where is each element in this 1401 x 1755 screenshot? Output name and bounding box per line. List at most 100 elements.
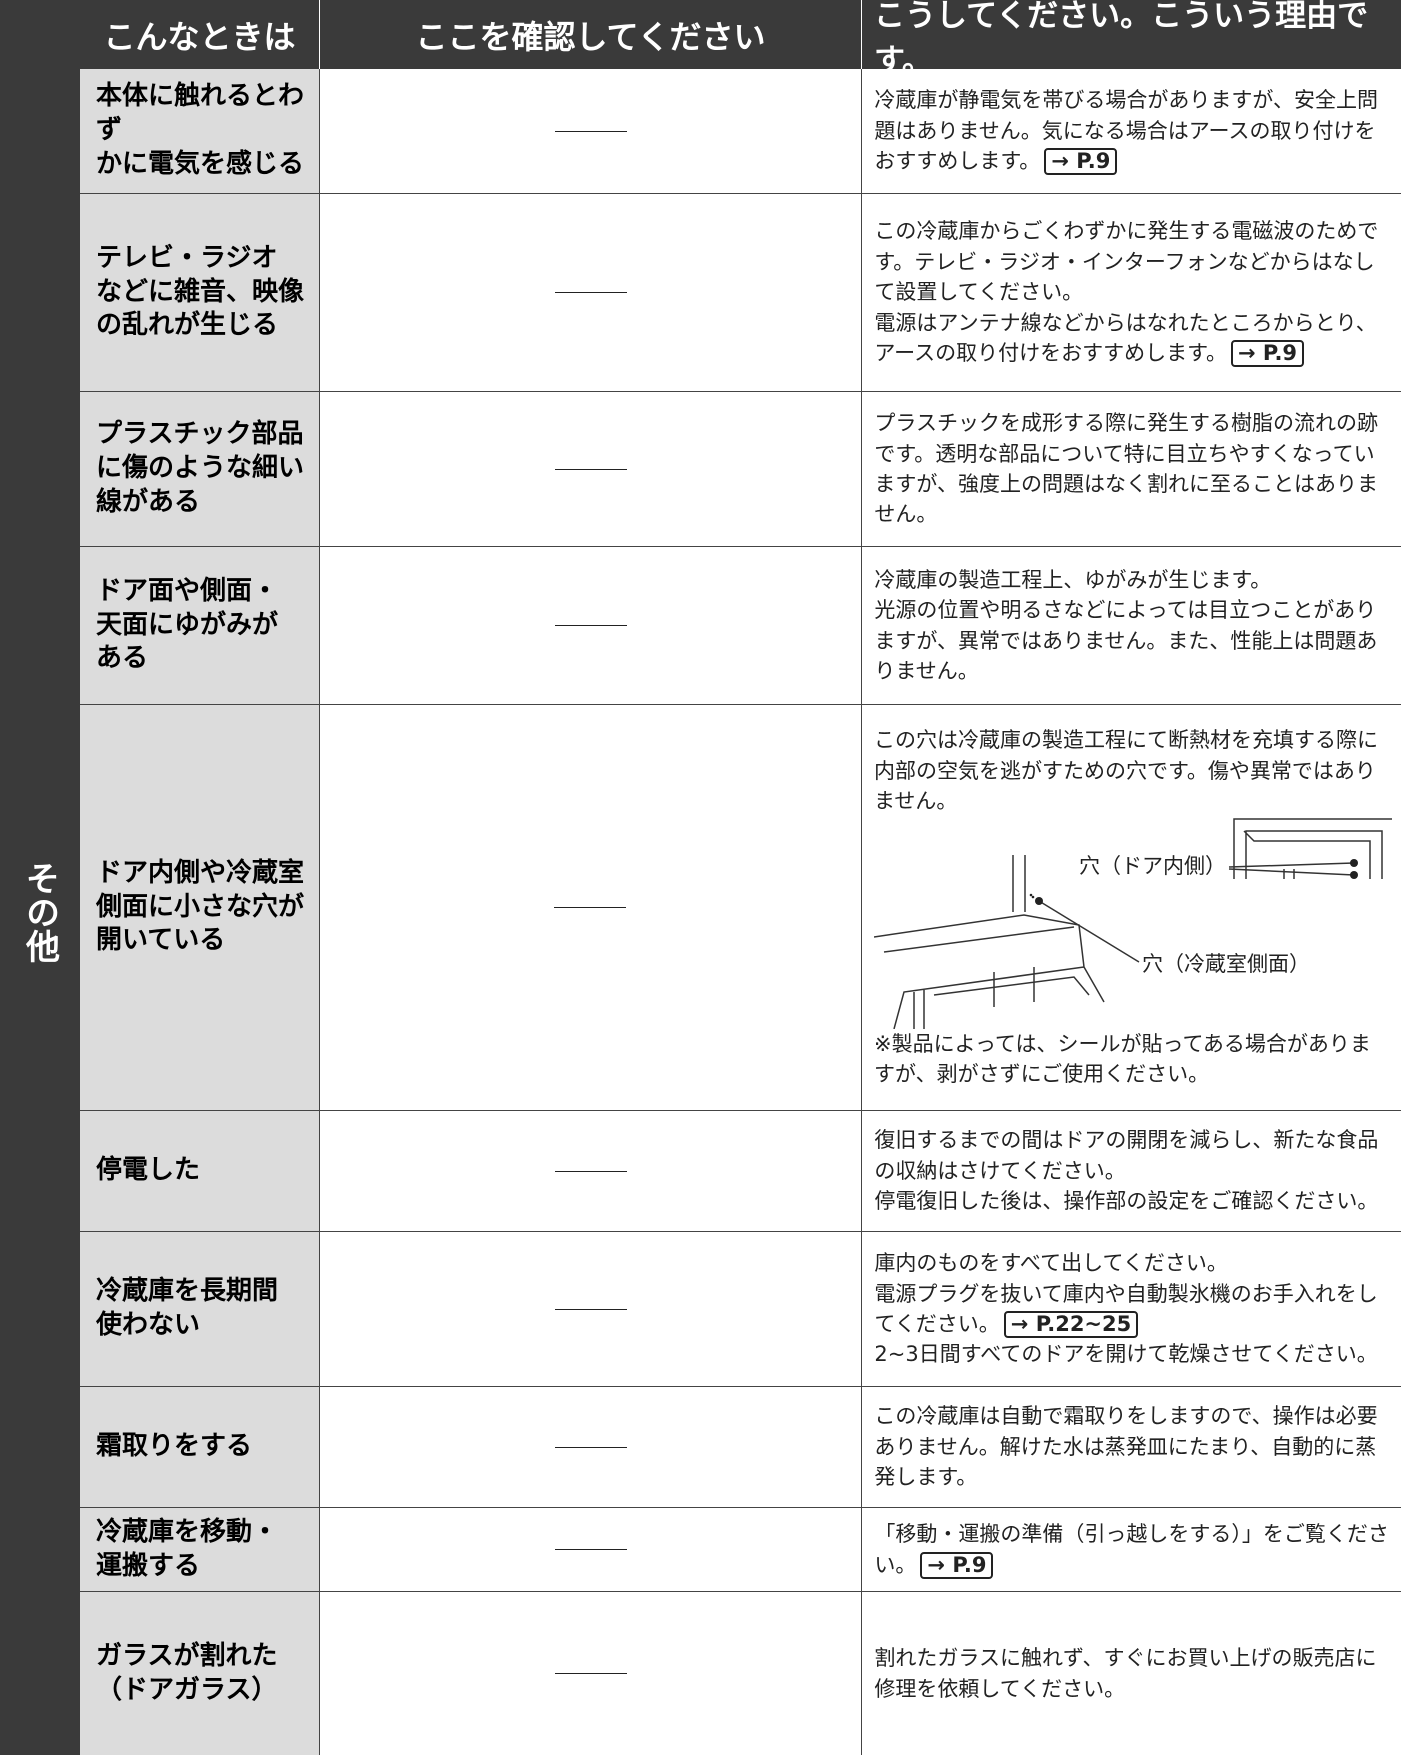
- symptom-line: 線がある: [96, 486, 201, 517]
- symptom-cell: 冷蔵庫を長期間 使わない: [80, 1232, 320, 1386]
- check-cell: [320, 392, 863, 546]
- table-row: 冷蔵庫を移動・ 運搬する 「移動・運搬の準備（引っ越しをする）」をご覧ください。 → …: [80, 1508, 1401, 1592]
- symptom-line: 開いている: [96, 925, 226, 956]
- check-cell: [320, 69, 863, 193]
- check-cell: [320, 705, 862, 1110]
- figure-shape: [1029, 858, 1358, 905]
- none-dash: [554, 292, 627, 293]
- figure-shape: [1012, 854, 1026, 912]
- figure-shape: [1233, 817, 1392, 879]
- reason-paragraph: 停電復旧した後は、操作部の設定をご確認ください。: [874, 1186, 1391, 1216]
- symptom-line: （ドアガラス）: [96, 1674, 278, 1705]
- reason-text: この穴は冷蔵庫の製造工程にて断熱材を充填する際に内部の空気を逃がすための穴です。…: [874, 728, 1378, 814]
- reason-text: この冷蔵庫からごくわずかに発生する電磁波のためです。テレビ・ラジオ・インターフォ…: [874, 219, 1379, 305]
- figure-shape: [1350, 870, 1358, 879]
- page-ref[interactable]: → P.9: [1231, 340, 1305, 368]
- section-label: その他: [0, 69, 80, 1755]
- symptom-line: 使わない: [96, 1310, 201, 1340]
- symptom-line: 冷蔵庫を長期間: [96, 1276, 279, 1307]
- symptom-line: 側面に小さな穴が: [96, 891, 305, 922]
- reason-paragraph: 電源プラグを抜いて庫内や自動製氷機のお手入れをしてください。 → P.22~25: [874, 1279, 1391, 1340]
- table-row: ガラスが割れた （ドアガラス） 割れたガラスに触れず、すぐにお買い上げの販売店に修理…: [80, 1592, 1401, 1755]
- symptom-line: かに電気を感じる: [96, 148, 305, 179]
- reason-cell: 庫内のものをすべて出してください。電源プラグを抜いて庫内や自動製氷機のお手入れを…: [862, 1232, 1401, 1386]
- symptom-cell: プラスチック部品 に傷のような細い 線がある: [80, 392, 320, 546]
- symptom-cell: ガラスが割れた （ドアガラス）: [80, 1592, 320, 1755]
- reason-text: 冷蔵庫の製造工程上、ゆがみが生じます。: [874, 567, 1272, 592]
- reason-cell: プラスチックを成形する際に発生する樹脂の流れの跡です。透明な部品について特に目立…: [862, 392, 1401, 546]
- symptom-line: などに雑音、映像: [96, 276, 305, 307]
- reason-paragraph: 「移動・運搬の準備（引っ越しをする）」をご覧ください。 → P.9: [874, 1519, 1391, 1580]
- reason-cell: 冷蔵庫の製造工程上、ゆがみが生じます。光源の位置や明るさなどによっては目立つこと…: [862, 547, 1401, 704]
- figure-shape: [874, 817, 1392, 1029]
- header-cell: こうしてください。こういう理由です。: [862, 0, 1401, 79]
- none-dash: [554, 468, 627, 470]
- symptom-line: 霜取りをする: [96, 1431, 253, 1462]
- symptom-line: 天面にゆがみが: [96, 609, 279, 640]
- none-dash: [554, 1308, 627, 1310]
- reason-text: 光源の位置や明るさなどによっては目立つことがありますが、異常ではありません。また…: [874, 598, 1378, 683]
- reason-text: 庫内のものをすべて出してください。: [874, 1251, 1228, 1276]
- reason-text: 電源プラグを抜いて庫内や自動製氷機のお手入れをしてください。: [874, 1281, 1378, 1336]
- reason-text: 「移動・運搬の準備（引っ越しをする）」をご覧ください。: [874, 1522, 1389, 1577]
- page-ref[interactable]: → P.9: [1044, 148, 1118, 176]
- symptom-cell: 停電した: [80, 1111, 320, 1231]
- illustration: 穴（ドア内側） 穴（冷蔵室側面）: [874, 817, 1392, 1029]
- check-cell: [320, 547, 863, 704]
- reason-paragraph: 冷蔵庫が静電気を帯びる場合がありますが、安全上問題はありません。気になる場合はア…: [874, 85, 1391, 176]
- table-row: ドア面や側面・ 天面にゆがみが ある 冷蔵庫の製造工程上、ゆがみが生じます。光源の位置…: [80, 547, 1401, 705]
- reason-cell: 割れたガラスに触れず、すぐにお買い上げの販売店に修理を依頼してください。: [862, 1592, 1401, 1755]
- header-cell: ここを確認してください: [320, 0, 862, 69]
- symptom-cell: 冷蔵庫を移動・ 運搬する: [80, 1508, 320, 1591]
- table-row: 停電した 復旧するまでの間はドアの開閉を減らし、新たな食品の収納はさけてください。…: [80, 1111, 1401, 1232]
- section-text: その他: [19, 861, 60, 963]
- figure-label: 穴（冷蔵室側面）: [1142, 952, 1310, 976]
- reason-paragraph: 復旧するまでの間はドアの開閉を減らし、新たな食品の収納はさけてください。: [874, 1125, 1391, 1186]
- reason-text: 電源はアンテナ線などからはなれたところからとり、アースの取り付けをおすすめします…: [874, 310, 1377, 366]
- reason-paragraph: この穴は冷蔵庫の製造工程にて断熱材を充填する際に内部の空気を逃がすための穴です。…: [874, 725, 1391, 816]
- reason-text: 復旧するまでの間はドアの開閉を減らし、新たな食品の収納はさけてください。: [874, 1128, 1379, 1183]
- symptom-line: の乱れが生じる: [96, 310, 279, 341]
- reason-cell: 復旧するまでの間はドアの開閉を減らし、新たな食品の収納はさけてください。停電復旧…: [862, 1111, 1401, 1231]
- reason-paragraph: 冷蔵庫の製造工程上、ゆがみが生じます。: [874, 565, 1391, 595]
- figure-shape: [1228, 867, 1355, 876]
- reason-text: プラスチックを成形する際に発生する樹脂の流れの跡です。透明な部品について特に目立…: [874, 411, 1378, 527]
- symptom-line: に傷のような細い: [96, 453, 305, 484]
- reason-paragraph: 割れたガラスに触れず、すぐにお買い上げの販売店に修理を依頼してください。: [874, 1643, 1391, 1704]
- reason-paragraph: 電源はアンテナ線などからはなれたところからとり、アースの取り付けをおすすめします…: [874, 308, 1391, 369]
- table-row: 本体に触れるとわず かに電気を感じる 冷蔵庫が静電気を帯びる場合がありますが、安全上…: [80, 69, 1401, 194]
- reason-paragraph: この冷蔵庫からごくわずかに発生する電磁波のためです。テレビ・ラジオ・インターフォ…: [874, 216, 1391, 307]
- reason-cell: この穴は冷蔵庫の製造工程にて断熱材を充填する際に内部の空気を逃がすための穴です。…: [862, 705, 1401, 1110]
- symptom-line: 冷蔵庫を移動・: [96, 1516, 279, 1547]
- reason-paragraph: 光源の位置や明るさなどによっては目立つことがありますが、異常ではありません。また…: [874, 595, 1391, 686]
- table-row: 冷蔵庫を長期間 使わない 庫内のものをすべて出してください。電源プラグを抜いて庫内や…: [80, 1232, 1401, 1387]
- reason-text: 割れたガラスに触れず、すぐにお買い上げの販売店に修理を依頼してください。: [874, 1646, 1377, 1701]
- symptom-cell: テレビ・ラジオ などに雑音、映像 の乱れが生じる: [80, 194, 320, 391]
- symptom-line: 本体に触れるとわず: [96, 81, 305, 146]
- reason-cell: 「移動・運搬の準備（引っ越しをする）」をご覧ください。 → P.9: [862, 1508, 1401, 1591]
- reason-text: 停電復旧した後は、操作部の設定をご確認ください。: [874, 1189, 1379, 1214]
- symptom-cell: 霜取りをする: [80, 1387, 320, 1507]
- figure-shape: [1035, 896, 1043, 905]
- header-corner: [0, 0, 80, 69]
- page-ref[interactable]: → P.22~25: [1003, 1311, 1139, 1339]
- reason-paragraph: この冷蔵庫は自動で霜取りをしますので、操作は必要ありません。解けた水は蒸発皿にた…: [874, 1401, 1391, 1492]
- check-cell: [320, 1111, 863, 1231]
- symptom-line: 停電した: [96, 1155, 201, 1186]
- figure-shape: [1350, 858, 1358, 867]
- page-ref[interactable]: → P.9: [920, 1551, 994, 1579]
- reason-paragraph: 庫内のものをすべて出してください。: [874, 1248, 1391, 1278]
- symptom-line: 運搬する: [96, 1550, 201, 1581]
- check-cell: [320, 1387, 863, 1507]
- note: ※製品によっては、シールが貼ってある場合がありますが、剥がさずにご使用ください。: [874, 1031, 1371, 1087]
- reason-paragraph: プラスチックを成形する際に発生する樹脂の流れの跡です。透明な部品について特に目立…: [874, 408, 1391, 530]
- figure-shape: [1029, 893, 1033, 897]
- symptom-line: ドア面や側面・: [96, 575, 279, 606]
- symptom-line: プラスチック部品: [96, 419, 304, 450]
- table-row: プラスチック部品 に傷のような細い 線がある プラスチックを成形する際に発生する樹脂の…: [80, 392, 1401, 547]
- table-row: ドア内側や冷蔵室 側面に小さな穴が 開いている この穴は冷蔵庫の製造工程にて断熱材を充…: [80, 705, 1401, 1111]
- check-cell: [320, 1508, 863, 1591]
- symptom-cell: ドア内側や冷蔵室 側面に小さな穴が 開いている: [80, 705, 320, 1110]
- symptom-cell: ドア面や側面・ 天面にゆがみが ある: [80, 547, 320, 704]
- figure-label: 穴（ドア内側）: [1079, 854, 1226, 878]
